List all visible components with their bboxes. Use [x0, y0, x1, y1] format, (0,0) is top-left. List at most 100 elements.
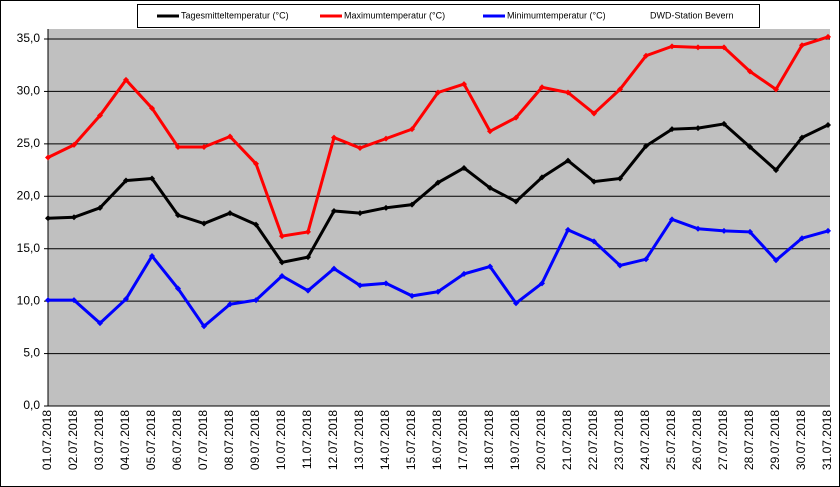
point-marker: [45, 154, 51, 161]
point-marker: [799, 235, 805, 242]
y-tick-label: 0,0: [23, 398, 40, 412]
x-tick-label: 15.07.2018: [404, 410, 418, 470]
x-tick-label: 21.07.2018: [560, 410, 574, 470]
plot-area: [48, 29, 830, 406]
point-marker: [799, 42, 805, 49]
point-marker: [175, 285, 181, 292]
point-marker: [357, 282, 363, 289]
point-marker: [383, 280, 389, 287]
point-marker: [669, 126, 675, 133]
y-tick-label: 20,0: [17, 188, 41, 202]
point-marker: [643, 52, 649, 59]
point-marker: [71, 214, 77, 221]
point-marker: [695, 44, 701, 51]
x-tick-label: 20.07.2018: [534, 410, 548, 470]
x-tick-label: 13.07.2018: [352, 410, 366, 470]
x-tick-label: 26.07.2018: [690, 410, 704, 470]
point-marker: [71, 297, 77, 304]
point-marker: [331, 134, 337, 141]
x-tick-label: 31.07.2018: [820, 410, 834, 470]
point-marker: [669, 43, 675, 50]
point-marker: [773, 86, 779, 93]
point-marker: [175, 144, 181, 151]
point-marker: [513, 300, 519, 307]
point-marker: [591, 238, 597, 245]
x-tick-label: 12.07.2018: [326, 410, 340, 470]
point-marker: [305, 287, 311, 294]
point-marker: [487, 128, 493, 135]
x-tick-label: 19.07.2018: [508, 410, 522, 470]
point-marker: [279, 233, 285, 240]
point-marker: [201, 220, 207, 227]
point-marker: [45, 215, 51, 222]
point-marker: [747, 144, 753, 151]
point-marker: [461, 164, 467, 171]
point-marker: [227, 210, 233, 217]
point-marker: [227, 301, 233, 308]
point-marker: [825, 227, 831, 234]
point-marker: [253, 297, 259, 304]
point-marker: [71, 141, 77, 148]
point-marker: [513, 114, 519, 121]
point-marker: [123, 177, 129, 184]
point-marker: [279, 272, 285, 279]
point-marker: [487, 184, 493, 191]
point-marker: [149, 105, 155, 112]
x-tick-label: 17.07.2018: [456, 410, 470, 470]
x-tick-label: 24.07.2018: [638, 410, 652, 470]
point-marker: [825, 33, 831, 40]
point-marker: [435, 89, 441, 96]
point-marker: [695, 125, 701, 132]
x-tick-label: 18.07.2018: [482, 410, 496, 470]
point-marker: [591, 110, 597, 117]
x-tick-label: 03.07.2018: [92, 410, 106, 470]
point-marker: [409, 292, 415, 299]
point-marker: [773, 257, 779, 264]
x-tick-label: 25.07.2018: [664, 410, 678, 470]
point-marker: [383, 204, 389, 211]
point-marker: [747, 68, 753, 75]
x-tick-label: 05.07.2018: [144, 410, 158, 470]
point-marker: [565, 226, 571, 233]
point-marker: [331, 265, 337, 272]
point-marker: [461, 81, 467, 88]
x-tick-label: 28.07.2018: [742, 410, 756, 470]
point-marker: [435, 288, 441, 295]
x-tick-label: 02.07.2018: [66, 410, 80, 470]
point-marker: [253, 221, 259, 228]
point-marker: [357, 210, 363, 217]
point-marker: [747, 228, 753, 235]
point-marker: [149, 253, 155, 260]
legend-label: Minimumtemperatur (°C): [507, 10, 606, 20]
x-tick-label: 07.07.2018: [196, 410, 210, 470]
point-marker: [305, 254, 311, 261]
y-tick-label: 5,0: [23, 346, 40, 360]
y-tick-label: 10,0: [17, 293, 41, 307]
x-tick-label: 22.07.2018: [586, 410, 600, 470]
point-marker: [565, 89, 571, 96]
point-marker: [799, 134, 805, 141]
point-marker: [123, 296, 129, 303]
x-tick-label: 01.07.2018: [40, 410, 54, 470]
x-tick-label: 23.07.2018: [612, 410, 626, 470]
point-marker: [201, 144, 207, 151]
point-marker: [279, 259, 285, 266]
point-marker: [825, 121, 831, 128]
point-marker: [539, 280, 545, 287]
x-tick-label: 30.07.2018: [794, 410, 808, 470]
annotation: DWD-Station Bevern: [650, 10, 734, 20]
point-marker: [773, 167, 779, 174]
legend-label: Tagesmitteltemperatur (°C): [181, 10, 289, 20]
point-marker: [409, 201, 415, 208]
point-marker: [617, 175, 623, 182]
point-marker: [461, 270, 467, 277]
legend-box: [137, 4, 760, 28]
point-marker: [539, 84, 545, 91]
point-marker: [617, 86, 623, 93]
x-tick-label: 11.07.2018: [300, 410, 314, 469]
point-marker: [513, 198, 519, 205]
x-tick-label: 14.07.2018: [378, 410, 392, 470]
point-marker: [435, 179, 441, 186]
